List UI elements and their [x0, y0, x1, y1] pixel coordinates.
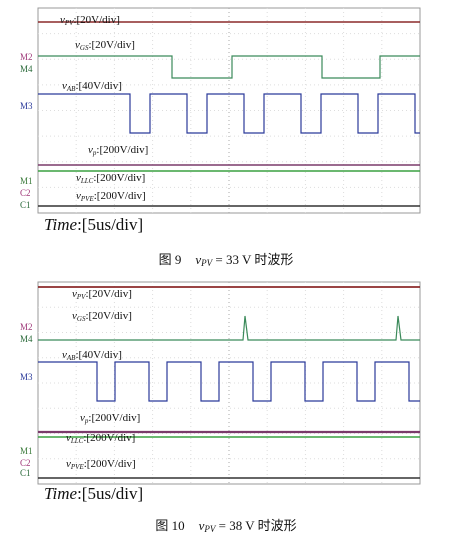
scope-screen: [37, 7, 421, 214]
trace-label: vPVE:[200V/div]: [76, 190, 146, 203]
waveform: [38, 55, 420, 79]
text-part: C1: [20, 468, 31, 478]
text-part: v: [72, 310, 77, 322]
text-part: PVE: [70, 463, 85, 471]
text-part: M3: [20, 101, 33, 111]
channel-marker: M4: [20, 64, 33, 74]
text-part: :[200V/div]: [93, 172, 145, 184]
text-part: :[40V/div]: [75, 349, 121, 361]
text-part: M2: [20, 322, 33, 332]
text-part: PV: [64, 19, 74, 27]
text-part: v: [80, 412, 85, 424]
text-part: v: [66, 458, 71, 470]
text-part: v: [76, 190, 81, 202]
text-part: C2: [20, 188, 31, 198]
text-part: LLC: [70, 437, 84, 445]
text-part: C2: [20, 458, 31, 468]
text-part: PV: [203, 524, 216, 534]
time-scale: Time:[5us/div]: [44, 215, 143, 234]
text-part: 图 9: [159, 252, 182, 267]
text-part: v: [199, 518, 205, 533]
text-part: :[40V/div]: [75, 80, 121, 92]
text-part: v: [66, 432, 71, 444]
waveform: [38, 315, 420, 341]
text-part: AB: [66, 354, 76, 362]
text-part: :[5us/div]: [77, 484, 143, 503]
channel-marker: M3: [20, 101, 33, 111]
text-part: :[20V/div]: [85, 310, 131, 322]
text-part: M2: [20, 52, 33, 62]
trace-label: vPV:[20V/div]: [60, 14, 120, 27]
text-part: v: [60, 14, 65, 26]
trace-label: vGS:[20V/div]: [75, 39, 135, 52]
waveform: [38, 361, 420, 402]
channel-marker: M4: [20, 334, 33, 344]
text-part: v: [75, 39, 80, 51]
text-part: M4: [20, 334, 33, 344]
channel-marker: M1: [20, 446, 33, 456]
text-part: AB: [66, 85, 76, 93]
text-part: Time: [44, 215, 78, 234]
text-part: M1: [20, 446, 33, 456]
text-part: :[200V/div]: [94, 190, 146, 202]
text-part: PVE: [80, 195, 95, 203]
text-part: GS: [80, 44, 89, 52]
time-scale: Time:[5us/div]: [44, 484, 143, 503]
text-part: PV: [200, 258, 213, 268]
channel-marker: M2: [20, 322, 33, 332]
text-part: = 33 V 时波形: [212, 252, 293, 267]
text-part: M4: [20, 64, 33, 74]
trace-label: vLLC:[200V/div]: [66, 432, 135, 445]
text-part: LLC: [80, 177, 94, 185]
trace-label: vGS:[20V/div]: [72, 310, 132, 323]
caption: 图 9 vPV = 33 V 时波形: [159, 252, 294, 268]
text-part: v: [62, 349, 67, 361]
text-part: :[5us/div]: [77, 215, 143, 234]
text-part: = 38 V 时波形: [215, 518, 296, 533]
text-part: :[20V/div]: [85, 288, 131, 300]
text-part: :[200V/div]: [84, 458, 136, 470]
text-part: v: [62, 80, 67, 92]
channel-marker: M3: [20, 372, 33, 382]
channel-marker: M1: [20, 176, 33, 186]
channel-marker: C2: [20, 188, 31, 198]
text-part: p: [92, 149, 97, 157]
trace-label: vp:[200V/div]: [88, 144, 148, 157]
text-part: v: [72, 288, 77, 300]
waveform: [38, 93, 420, 134]
text-part: 图 10: [155, 518, 184, 533]
channel-marker: C1: [20, 200, 31, 210]
text-part: :[200V/div]: [88, 412, 140, 424]
channel-marker: M2: [20, 52, 33, 62]
trace-label: vPV:[20V/div]: [72, 288, 132, 301]
text-part: C1: [20, 200, 31, 210]
text-part: M1: [20, 176, 33, 186]
trace-label: vAB:[40V/div]: [62, 349, 122, 362]
trace-label: vAB:[40V/div]: [62, 80, 122, 93]
text-part: GS: [77, 315, 86, 323]
text-part: Time: [44, 484, 78, 503]
text-part: v: [88, 144, 93, 156]
text-part: PV: [76, 293, 86, 301]
trace-label: vPVE:[200V/div]: [66, 458, 136, 471]
caption: 图 10 vPV = 38 V 时波形: [155, 518, 296, 534]
text-part: v: [76, 172, 81, 184]
text-part: v: [195, 252, 201, 267]
text-part: :[200V/div]: [83, 432, 135, 444]
text-part: M3: [20, 372, 33, 382]
text-part: :[20V/div]: [88, 39, 134, 51]
text-part: :[200V/div]: [96, 144, 148, 156]
trace-label: vLLC:[200V/div]: [76, 172, 145, 185]
channel-marker: C1: [20, 468, 31, 478]
text-part: p: [84, 417, 89, 425]
channel-marker: C2: [20, 458, 31, 468]
trace-label: vp:[200V/div]: [80, 412, 140, 425]
text-part: :[20V/div]: [73, 14, 119, 26]
